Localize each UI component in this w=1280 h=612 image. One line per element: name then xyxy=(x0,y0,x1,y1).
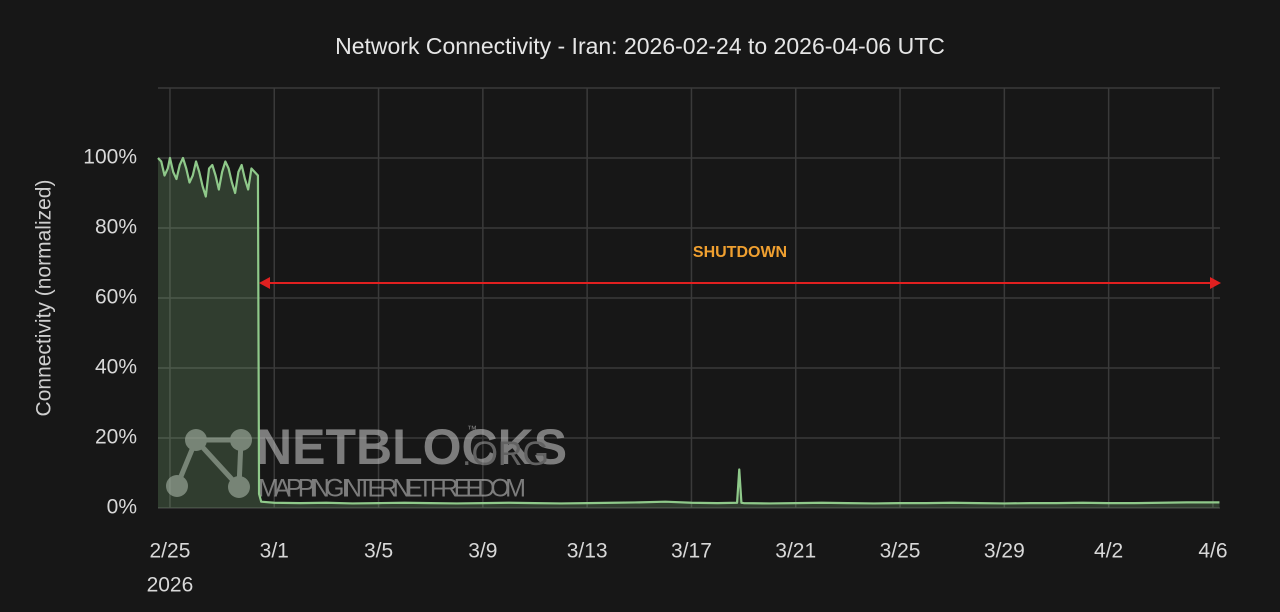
grid xyxy=(158,87,1220,509)
y-tick-label: 0% xyxy=(107,496,137,519)
watermark-logo xyxy=(166,429,252,498)
watermark-trademark: ™ xyxy=(467,425,477,436)
x-tick-label: 2/25 xyxy=(150,540,191,563)
annotation: SHUTDOWN xyxy=(693,244,787,261)
shutdown-arrow xyxy=(259,277,1221,289)
y-axis-label: Connectivity (normalized) xyxy=(33,180,56,417)
x-tick-label: 3/21 xyxy=(775,540,816,563)
watermark-suffix: .ORG xyxy=(462,435,549,473)
watermark-name: NETBLOCKS xyxy=(256,419,567,475)
y-tick-label: 40% xyxy=(95,356,137,379)
x-tick-label: 3/9 xyxy=(468,540,497,563)
x-tick-label: 4/2 xyxy=(1094,540,1123,563)
plot xyxy=(157,156,1220,508)
x-tick-label: 3/25 xyxy=(880,540,921,563)
watermark: NETBLOCKS ™ .ORG MAPPING INTERNET FREEDO… xyxy=(166,419,567,503)
y-tick-label: 20% xyxy=(95,426,137,449)
y-tick-label: 100% xyxy=(83,146,137,169)
x-tick-label: 3/5 xyxy=(364,540,393,563)
x-year-label: 2026 xyxy=(147,574,194,597)
line xyxy=(157,156,1220,505)
y-tick-label: 60% xyxy=(95,286,137,309)
chart-title: Network Connectivity - Iran: 2026-02-24 … xyxy=(335,33,945,59)
x-tick-label: 3/13 xyxy=(567,540,608,563)
watermark-tagline: MAPPING INTERNET FREEDOM xyxy=(258,475,526,503)
x-tick-label: 3/1 xyxy=(260,540,289,563)
x-tick-label: 3/17 xyxy=(671,540,712,563)
y-tick-label: 80% xyxy=(95,216,137,239)
x-tick-label: 4/6 xyxy=(1198,540,1227,563)
x-tick-label: 3/29 xyxy=(984,540,1025,563)
